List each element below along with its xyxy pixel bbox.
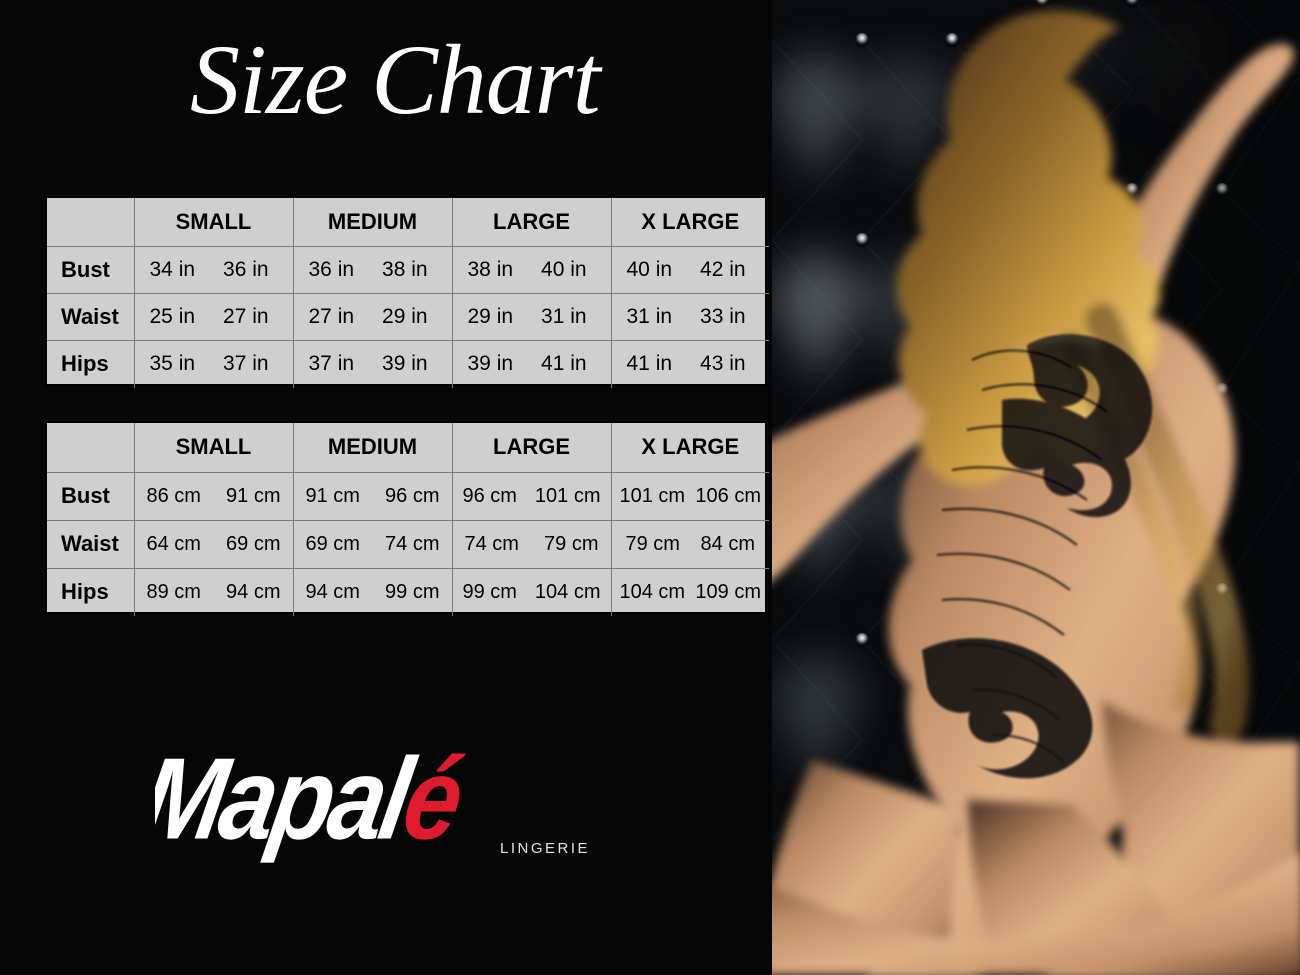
svg-text:Mapalé: Mapalé — [155, 735, 471, 865]
